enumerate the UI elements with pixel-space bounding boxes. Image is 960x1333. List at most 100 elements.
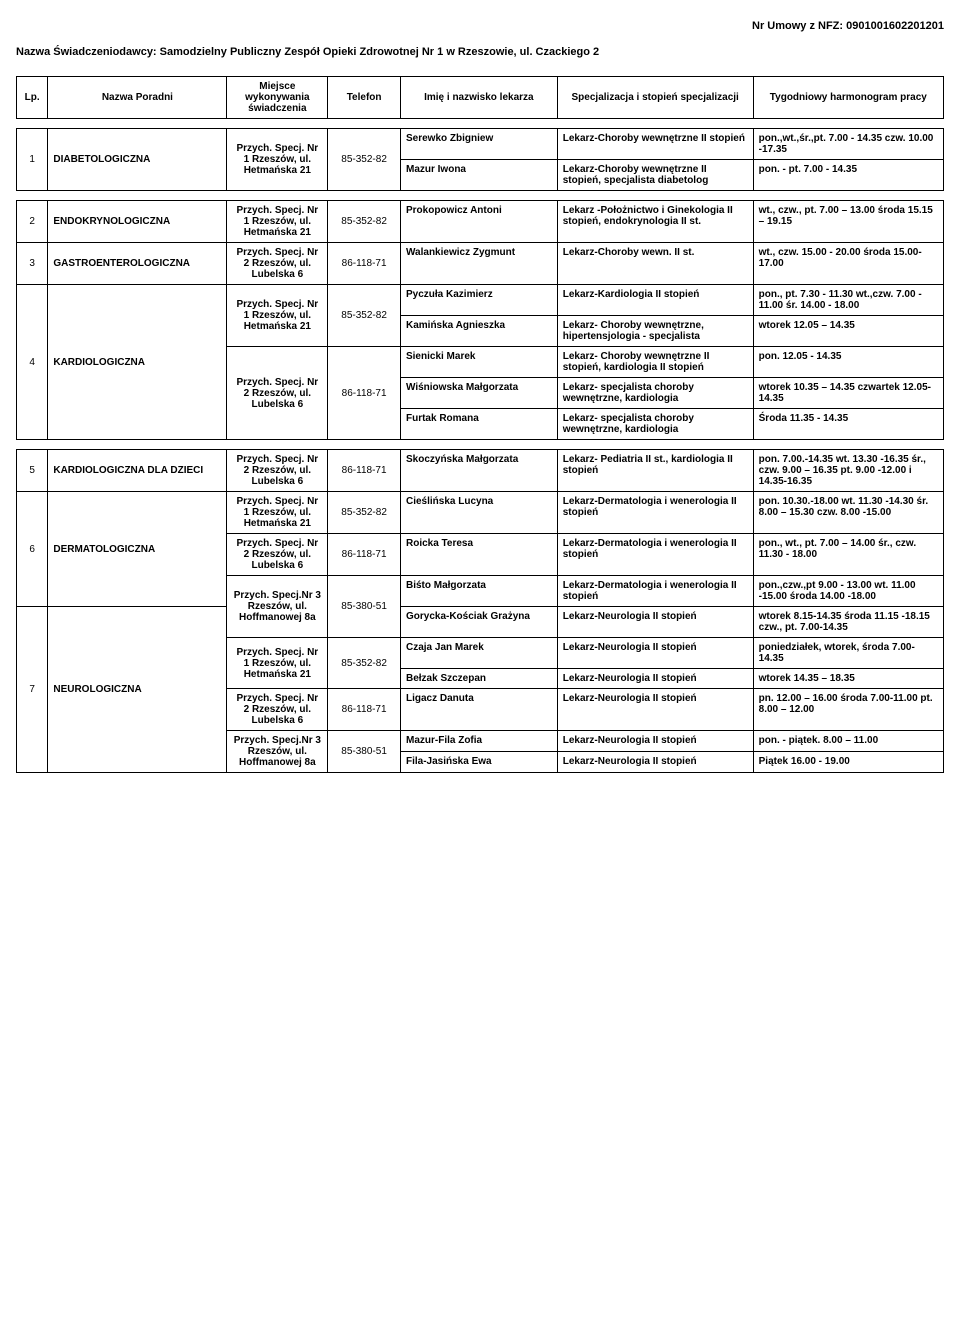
cell-tel: 85-352-82 <box>328 638 401 689</box>
cell-lekarz: Furtak Romana <box>400 409 557 440</box>
cell-harm: poniedziałek, wtorek, środa 7.00-14.35 <box>753 638 943 669</box>
cell-lekarz: Mazur-Fila Zofia <box>400 731 557 752</box>
cell-harm: pon., wt., pt. 7.00 – 14.00 śr., czw. 11… <box>753 534 943 576</box>
cell-tel: 85-352-82 <box>328 129 401 191</box>
cell-lekarz: Skoczyńska Małgorzata <box>400 450 557 492</box>
schedule-table: Lp. Nazwa Poradni Miejsce wykonywania św… <box>16 76 944 773</box>
cell-harm: pon. 10.30.-18.00 wt. 11.30 -14.30 śr. 8… <box>753 492 943 534</box>
cell-lp: 5 <box>17 450 48 492</box>
cell-spec: Lekarz-Kardiologia II stopień <box>557 285 753 316</box>
cell-lekarz: Bełzak Szczepan <box>400 669 557 689</box>
cell-tel: 86-118-71 <box>328 243 401 285</box>
cell-miejsce: Przych. Specj. Nr 2 Rzeszów, ul. Lubelsk… <box>227 347 328 440</box>
cell-nazwa: ENDOKRYNOLOGICZNA <box>48 201 227 243</box>
cell-spec: Lekarz- specjalista choroby wewnętrzne, … <box>557 378 753 409</box>
cell-lp: 6 <box>17 492 48 607</box>
cell-lekarz: Wiśniowska Małgorzata <box>400 378 557 409</box>
contract-number: Nr Umowy z NFZ: 0901001602201201 <box>16 20 944 32</box>
cell-tel: 86-118-71 <box>328 347 401 440</box>
cell-lekarz: Mazur Iwona <box>400 160 557 191</box>
cell-harm: pon. 7.00.-14.35 wt. 13.30 -16.35 śr., c… <box>753 450 943 492</box>
cell-lekarz: Czaja Jan Marek <box>400 638 557 669</box>
cell-lp: 4 <box>17 285 48 440</box>
cell-miejsce: Przych. Specj.Nr 3 Rzeszów, ul. Hoffmano… <box>227 576 328 638</box>
cell-spec: Lekarz-Neurologia II stopień <box>557 669 753 689</box>
cell-spec: Lekarz-Choroby wewnętrzne II stopień, sp… <box>557 160 753 191</box>
cell-spec: Lekarz-Neurologia II stopień <box>557 731 753 752</box>
col-miejsce: Miejsce wykonywania świadczenia <box>227 77 328 119</box>
cell-tel: 86-118-71 <box>328 689 401 731</box>
cell-lekarz: Pyczuła Kazimierz <box>400 285 557 316</box>
cell-lekarz: Prokopowicz Antoni <box>400 201 557 243</box>
cell-miejsce: Przych. Specj. Nr 1 Rzeszów, ul. Hetmańs… <box>227 285 328 347</box>
cell-harm: Środa 11.35 - 14.35 <box>753 409 943 440</box>
col-lekarz: Imię i nazwisko lekarza <box>400 77 557 119</box>
table-row: 6 DERMATOLOGICZNA Przych. Specj. Nr 1 Rz… <box>17 492 944 534</box>
cell-spec: Lekarz -Położnictwo i Ginekologia II sto… <box>557 201 753 243</box>
cell-tel: 85-352-82 <box>328 492 401 534</box>
nazwa-text: DIABETOLOGICZNA <box>53 154 150 165</box>
cell-spec: Lekarz- Choroby wewnętrzne, hipertensjol… <box>557 316 753 347</box>
cell-lekarz: Fila-Jasińska Ewa <box>400 752 557 773</box>
cell-lekarz: Cieślińska Lucyna <box>400 492 557 534</box>
cell-miejsce: Przych. Specj. Nr 2 Rzeszów, ul. Lubelsk… <box>227 689 328 731</box>
cell-spec: Lekarz-Dermatologia i wenerologia II sto… <box>557 576 753 607</box>
cell-harm: pon.,czw.,pt 9.00 - 13.00 wt. 11.00 -15.… <box>753 576 943 607</box>
table-row: 2 ENDOKRYNOLOGICZNA Przych. Specj. Nr 1 … <box>17 201 944 243</box>
cell-harm: pn. 12.00 – 16.00 środa 7.00-11.00 pt. 8… <box>753 689 943 731</box>
nazwa-text: GASTROENTEROLOGICZNA <box>53 258 190 269</box>
cell-spec: Lekarz-Dermatologia i wenerologia II sto… <box>557 534 753 576</box>
cell-nazwa: KARDIOLOGICZNA DLA DZIECI <box>48 450 227 492</box>
cell-lp: 7 <box>17 607 48 773</box>
table-row: 4 KARDIOLOGICZNA Przych. Specj. Nr 1 Rze… <box>17 285 944 316</box>
col-telefon: Telefon <box>328 77 401 119</box>
col-spec: Specjalizacja i stopień specjalizacji <box>557 77 753 119</box>
cell-harm: pon.,wt.,śr.,pt. 7.00 - 14.35 czw. 10.00… <box>753 129 943 160</box>
cell-tel: 85-352-82 <box>328 285 401 347</box>
nazwa-text: ENDOKRYNOLOGICZNA <box>53 216 170 227</box>
cell-tel: 85-380-51 <box>328 731 401 773</box>
cell-spec: Lekarz- Pediatria II st., kardiologia II… <box>557 450 753 492</box>
cell-harm: pon. 12.05 - 14.35 <box>753 347 943 378</box>
cell-spec: Lekarz-Neurologia II stopień <box>557 638 753 669</box>
cell-harm: wtorek 10.35 – 14.35 czwartek 12.05-14.3… <box>753 378 943 409</box>
table-row: 5 KARDIOLOGICZNA DLA DZIECI Przych. Spec… <box>17 450 944 492</box>
cell-harm: wtorek 8.15-14.35 środa 11.15 -18.15 czw… <box>753 607 943 638</box>
cell-miejsce: Przych. Specj. Nr 1 Rzeszów, ul. Hetmańs… <box>227 201 328 243</box>
cell-tel: 86-118-71 <box>328 534 401 576</box>
cell-harm: pon. - pt. 7.00 - 14.35 <box>753 160 943 191</box>
cell-harm: wtorek 14.35 – 18.35 <box>753 669 943 689</box>
nazwa-text: KARDIOLOGICZNA DLA DZIECI <box>53 465 203 476</box>
cell-spec: Lekarz- Choroby wewnętrzne II stopień, k… <box>557 347 753 378</box>
cell-spec: Lekarz-Neurologia II stopień <box>557 752 753 773</box>
cell-nazwa: DERMATOLOGICZNA <box>48 492 227 607</box>
cell-spec: Lekarz- specjalista choroby wewnętrzne, … <box>557 409 753 440</box>
cell-spec: Lekarz-Neurologia II stopień <box>557 689 753 731</box>
cell-miejsce: Przych. Specj. Nr 2 Rzeszów, ul. Lubelsk… <box>227 450 328 492</box>
cell-lekarz: Walankiewicz Zygmunt <box>400 243 557 285</box>
nazwa-text: DERMATOLOGICZNA <box>53 544 155 555</box>
cell-lekarz: Gorycka-Kościak Grażyna <box>400 607 557 638</box>
cell-harm: wtorek 12.05 – 14.35 <box>753 316 943 347</box>
cell-spec: Lekarz-Choroby wewnętrzne II stopień <box>557 129 753 160</box>
provider-name: Nazwa Świadczeniodawcy: Samodzielny Publ… <box>16 46 944 58</box>
table-row: 3 GASTROENTEROLOGICZNA Przych. Specj. Nr… <box>17 243 944 285</box>
cell-miejsce: Przych. Specj.Nr 3 Rzeszów, ul. Hoffmano… <box>227 731 328 773</box>
col-harm: Tygodniowy harmonogram pracy <box>753 77 943 119</box>
cell-harm: wt., czw., pt. 7.00 – 13.00 środa 15.15 … <box>753 201 943 243</box>
cell-miejsce: Przych. Specj. Nr 2 Rzeszów, ul. Lubelsk… <box>227 534 328 576</box>
cell-spec: Lekarz-Choroby wewn. II st. <box>557 243 753 285</box>
table-row: 1 DIABETOLOGICZNA Przych. Specj. Nr 1 Rz… <box>17 129 944 160</box>
cell-tel: 85-380-51 <box>328 576 401 638</box>
table-header-row: Lp. Nazwa Poradni Miejsce wykonywania św… <box>17 77 944 119</box>
cell-lekarz: Roicka Teresa <box>400 534 557 576</box>
cell-harm: wt., czw. 15.00 - 20.00 środa 15.00-17.0… <box>753 243 943 285</box>
cell-lekarz: Biśto Małgorzata <box>400 576 557 607</box>
cell-miejsce: Przych. Specj. Nr 1 Rzeszów, ul. Hetmańs… <box>227 638 328 689</box>
cell-spec: Lekarz-Dermatologia i wenerologia II sto… <box>557 492 753 534</box>
cell-lekarz: Kamińska Agnieszka <box>400 316 557 347</box>
cell-tel: 85-352-82 <box>328 201 401 243</box>
cell-nazwa: DIABETOLOGICZNA <box>48 129 227 191</box>
col-lp: Lp. <box>17 77 48 119</box>
nazwa-text: NEUROLOGICZNA <box>53 684 141 695</box>
